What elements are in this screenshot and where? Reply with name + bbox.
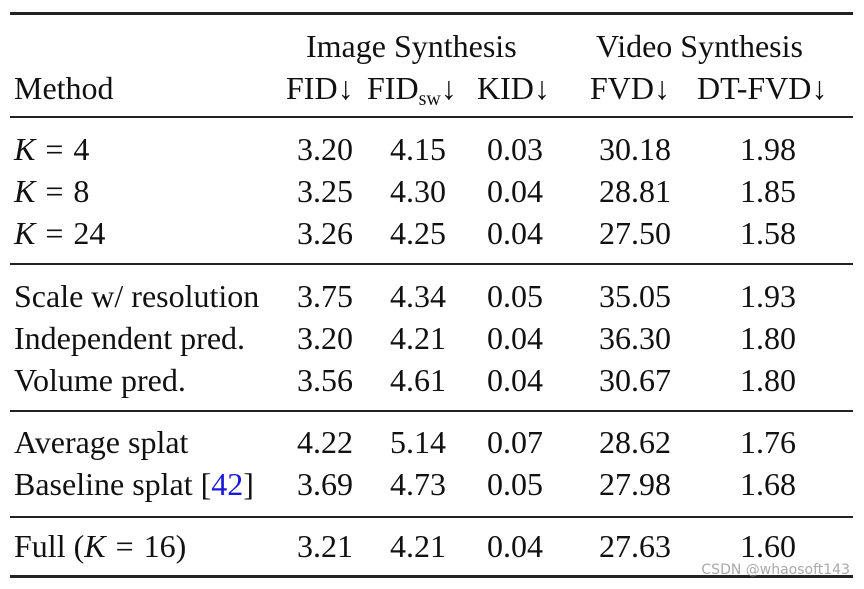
fid-cell: 3.20 [297,131,353,167]
fvd-cell: 28.81 [599,173,671,209]
fid-cell: 3.56 [297,362,353,398]
dt-fvd-cell: 1.76 [740,424,796,460]
kid-cell: 0.04 [487,173,543,209]
kid-cell: 0.03 [487,131,543,167]
dt-fvd-cell: 1.80 [740,320,796,356]
group-header-image: Image Synthesis [306,28,517,64]
top-rule [10,12,853,15]
citation-link[interactable]: 42 [211,466,244,502]
method-cell: Scale w/ resolution [14,278,260,314]
kid-cell: 0.07 [487,424,543,460]
col-header-fid-sw: FIDsw↓ [367,70,457,110]
col-header-dt-fvd: DT-FVD↓ [697,70,828,106]
group-rule-2 [10,410,853,412]
fid-sw-cell: 5.14 [390,424,446,460]
fid-sw-cell: 4.34 [390,278,446,314]
fid-sw-cell: 4.15 [390,131,446,167]
dt-fvd-cell: 1.60 [740,528,796,564]
fvd-cell: 27.98 [599,466,671,502]
method-cell: K = 4 [14,131,90,167]
fid-cell: 3.21 [297,528,353,564]
method-cell: Baseline splat [42] [14,466,254,502]
dt-fvd-cell: 1.98 [740,131,796,167]
group-header-video: Video Synthesis [596,28,803,64]
bottom-rule [10,575,853,578]
header-rule [10,116,853,118]
fid-sw-cell: 4.61 [390,362,446,398]
kid-cell: 0.04 [487,215,543,251]
watermark: CSDN @whaosoft143 [701,562,850,578]
fid-cell: 3.25 [297,173,353,209]
kid-cell: 0.04 [487,362,543,398]
fvd-cell: 30.67 [599,362,671,398]
col-header-fvd: FVD↓ [590,70,671,106]
dt-fvd-cell: 1.58 [740,215,796,251]
kid-cell: 0.05 [487,278,543,314]
fvd-cell: 36.30 [599,320,671,356]
col-header-fid: FID↓ [286,70,354,106]
fvd-cell: 30.18 [599,131,671,167]
fid-cell: 3.20 [297,320,353,356]
dt-fvd-cell: 1.85 [740,173,796,209]
method-cell: Independent pred. [14,320,246,356]
fvd-cell: 27.63 [599,528,671,564]
method-cell: K = 24 [14,215,106,251]
fid-cell: 4.22 [297,424,353,460]
method-cell: Full (K = 16) [14,528,187,564]
group-rule-3 [10,516,853,518]
fvd-cell: 27.50 [599,215,671,251]
col-header-kid: KID↓ [477,70,550,106]
fvd-cell: 28.62 [599,424,671,460]
fid-sw-cell: 4.30 [390,173,446,209]
fid-cell: 3.26 [297,215,353,251]
method-cell: K = 8 [14,173,90,209]
kid-cell: 0.04 [487,528,543,564]
method-cell: Volume pred. [14,362,186,398]
group-rule-1 [10,263,853,265]
kid-cell: 0.04 [487,320,543,356]
fid-cell: 3.75 [297,278,353,314]
fvd-cell: 35.05 [599,278,671,314]
fid-sw-cell: 4.21 [390,320,446,356]
dt-fvd-cell: 1.93 [740,278,796,314]
method-cell: Average splat [14,424,189,460]
dt-fvd-cell: 1.80 [740,362,796,398]
kid-cell: 0.05 [487,466,543,502]
fid-sw-cell: 4.73 [390,466,446,502]
fid-sw-cell: 4.25 [390,215,446,251]
fid-sw-cell: 4.21 [390,528,446,564]
col-header-method: Method [14,70,114,106]
dt-fvd-cell: 1.68 [740,466,796,502]
fid-cell: 3.69 [297,466,353,502]
